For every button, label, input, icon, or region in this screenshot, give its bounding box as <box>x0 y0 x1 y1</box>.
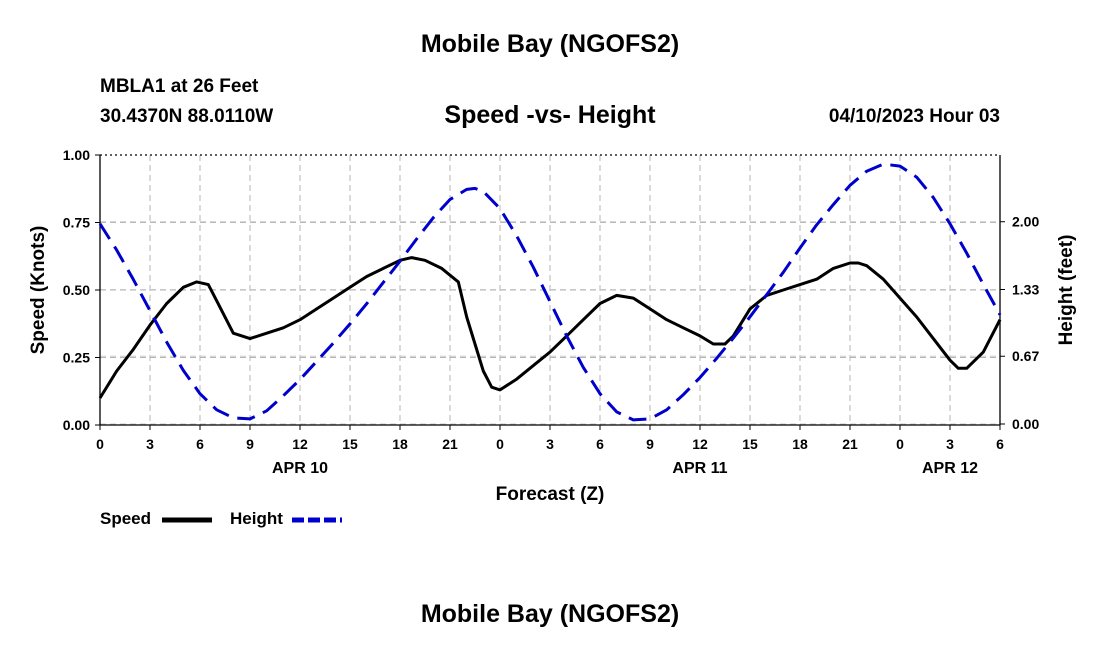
height-series-line <box>98 162 1002 422</box>
chart-title: Speed -vs- Height <box>444 101 656 129</box>
x-tick-label: 12 <box>292 436 308 452</box>
y2-tick-label: 0.00 <box>1012 416 1039 432</box>
y2-tick-label: 2.00 <box>1012 214 1039 230</box>
x-tick-label: 6 <box>596 436 604 452</box>
x-tick-label: 12 <box>692 436 708 452</box>
legend-speed-label: Speed <box>100 509 152 528</box>
x-tick-label: 0 <box>896 436 904 452</box>
x-tick-label: 3 <box>146 436 154 452</box>
x-tick-label: 15 <box>742 436 758 452</box>
date-label: APR 11 <box>672 460 727 477</box>
x-tick-label: 21 <box>442 436 458 452</box>
y-axis-title: Speed (Knots) <box>28 226 49 355</box>
x-tick-label: 3 <box>546 436 554 452</box>
x-tick-label: 18 <box>792 436 808 452</box>
x-tick-label: 6 <box>996 436 1004 452</box>
x-axis-title: Forecast (Z) <box>496 484 605 505</box>
x-tick-label: 0 <box>96 436 104 452</box>
x-tick-label: 9 <box>646 436 654 452</box>
speed-series-line <box>98 256 1002 399</box>
station-coordinates: 30.4370N 88.0110W <box>100 106 274 127</box>
date-label: APR 12 <box>922 460 978 477</box>
x-tick-label: 6 <box>196 436 204 452</box>
x-tick-label: 3 <box>946 436 954 452</box>
x-tick-label: 15 <box>342 436 358 452</box>
y-tick-label: 0.50 <box>63 282 90 298</box>
bottom-title: Mobile Bay (NGOFS2) <box>420 600 680 628</box>
page-title: Mobile Bay (NGOFS2) <box>420 30 680 58</box>
x-tick-label: 0 <box>496 436 504 452</box>
y2-tick-label: 0.67 <box>1012 348 1039 364</box>
y2-tick-label: 1.33 <box>1012 281 1039 297</box>
y2-axis-title: Height (feet) <box>1056 235 1077 346</box>
date-label: APR 10 <box>272 460 328 477</box>
y-tick-label: 1.00 <box>63 147 90 163</box>
legend-height-label: Height <box>230 509 283 528</box>
y-tick-label: 0.75 <box>63 215 90 231</box>
forecast-run-time: 04/10/2023 Hour 03 <box>828 106 1000 127</box>
y-tick-label: 0.00 <box>63 417 90 433</box>
x-tick-label: 21 <box>842 436 858 452</box>
x-tick-label: 18 <box>392 436 408 452</box>
station-name: MBLA1 at 26 Feet <box>100 76 259 97</box>
x-tick-label: 9 <box>246 436 254 452</box>
y-tick-label: 0.25 <box>63 350 90 366</box>
